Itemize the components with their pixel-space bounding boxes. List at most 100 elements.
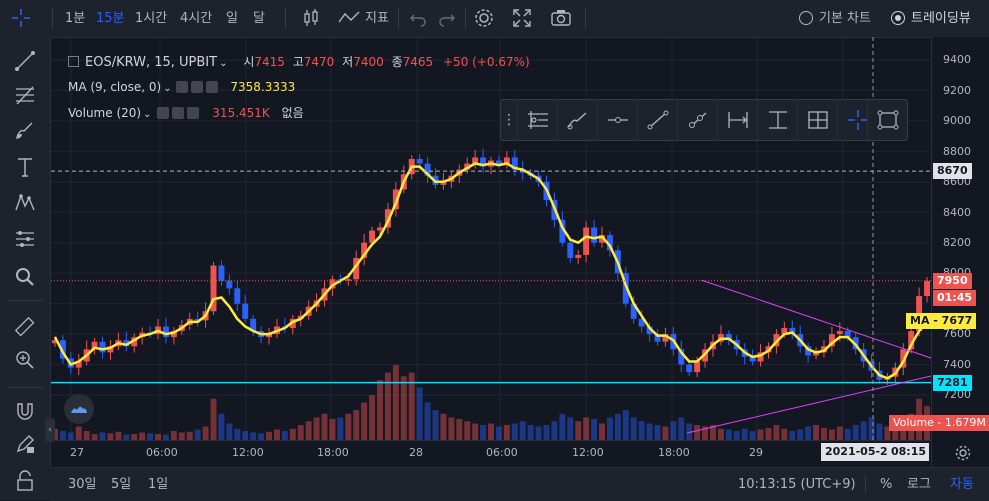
candle-body: [495, 160, 502, 164]
close-icon[interactable]: [187, 107, 200, 119]
brush-tool-icon[interactable]: [557, 100, 598, 140]
zoom-icon[interactable]: [10, 263, 40, 291]
rectangle-tool-icon[interactable]: [867, 100, 908, 140]
gear-icon[interactable]: [172, 107, 185, 119]
range-5d[interactable]: 5일: [111, 477, 132, 492]
volume-bar: [75, 426, 82, 440]
ma-label[interactable]: MA (9, close, 0): [68, 80, 162, 94]
price-chart[interactable]: [51, 37, 989, 467]
interval-1h[interactable]: 1시간: [135, 11, 168, 26]
drag-handle-icon[interactable]: ⋮: [502, 112, 516, 128]
undo-icon[interactable]: [403, 4, 433, 32]
symbol-legend: EOS/KRW, 15, UPBIT ⌄ 시7415 고7470 저7400 종7…: [68, 53, 530, 70]
radio-basic-chart[interactable]: [799, 11, 813, 25]
low-value: 7400: [353, 55, 384, 69]
candle-body: [559, 219, 566, 243]
range-1d[interactable]: 1일: [148, 477, 169, 492]
date-price-range-tool-icon[interactable]: [797, 100, 838, 140]
collapse-handle[interactable]: ‹: [45, 418, 55, 442]
price-tick: 7600: [943, 327, 971, 340]
gear-icon[interactable]: [190, 81, 203, 93]
volume-bar: [123, 434, 130, 440]
gear-icon[interactable]: [469, 4, 499, 32]
ruler-icon[interactable]: [10, 313, 40, 341]
candle-body: [472, 157, 479, 164]
ray-tool-icon[interactable]: [677, 100, 718, 140]
volume-bar: [155, 434, 161, 440]
candle-body: [416, 158, 423, 164]
volume-bar: [472, 423, 479, 440]
zoom-in-icon[interactable]: [10, 346, 40, 374]
candle-body: [757, 352, 764, 362]
volume-bar: [717, 428, 724, 440]
time-axis[interactable]: [51, 440, 931, 468]
volume-bar: [115, 431, 122, 440]
candlestick-icon[interactable]: [296, 4, 326, 32]
lock-icon[interactable]: [10, 467, 40, 495]
gear-icon[interactable]: [954, 444, 972, 462]
log-toggle[interactable]: 로그: [907, 477, 931, 492]
eye-icon[interactable]: [175, 81, 188, 93]
magnet-icon[interactable]: [10, 397, 40, 425]
trendline-tool-icon[interactable]: [637, 100, 678, 140]
tradingview-label[interactable]: 트레이딩뷰: [911, 11, 971, 26]
text-icon[interactable]: [10, 153, 40, 181]
volume-bar: [606, 417, 613, 440]
interval-4h[interactable]: 4시간: [180, 11, 213, 26]
pattern-icon[interactable]: [10, 189, 40, 217]
candle-body: [591, 227, 598, 243]
pencil-lock-icon[interactable]: [10, 430, 40, 458]
symbol-label[interactable]: EOS/KRW, 15, UPBIT: [85, 55, 218, 70]
horizontal-line-tool-icon[interactable]: [597, 100, 638, 140]
interval-day[interactable]: 일: [226, 11, 238, 26]
date-range-tool-icon[interactable]: [717, 100, 758, 140]
fullscreen-icon[interactable]: [507, 4, 537, 32]
interval-1m[interactable]: 1분: [65, 11, 86, 26]
volume-bar: [670, 421, 677, 440]
parallel-channel-icon[interactable]: [517, 100, 558, 140]
basic-chart-label[interactable]: 기본 차트: [819, 11, 871, 26]
indicators-button[interactable]: 지표: [365, 11, 389, 26]
volume-bar: [622, 410, 629, 440]
redo-icon[interactable]: [432, 4, 462, 32]
chart-area[interactable]: [51, 37, 989, 467]
trendline-icon[interactable]: [10, 47, 40, 75]
volume-bar: [361, 402, 368, 440]
close-icon[interactable]: [205, 81, 218, 93]
volume-bar: [313, 417, 320, 440]
open-label: 시: [243, 55, 255, 69]
volume-bar: [828, 429, 835, 440]
volume-bar: [765, 428, 772, 440]
ma-legend: MA (9, close, 0) ⌄ 7358.3333: [68, 80, 295, 94]
divider: [285, 8, 286, 29]
volume-bar: [281, 431, 288, 440]
crosshair-tool-icon[interactable]: [837, 100, 878, 140]
fib-icon[interactable]: [10, 82, 40, 110]
chevron-down-icon[interactable]: ⌄: [143, 109, 152, 120]
interval-month[interactable]: 달: [253, 11, 265, 26]
auto-toggle[interactable]: 자동: [950, 477, 974, 492]
chevron-down-icon[interactable]: ⌄: [219, 58, 228, 69]
chevron-down-icon[interactable]: ⌄: [163, 83, 172, 94]
candle-body: [836, 331, 843, 335]
volume-bar: [400, 376, 407, 440]
radio-tradingview[interactable]: [891, 11, 905, 25]
clock-label[interactable]: 10:13:15 (UTC+9): [738, 477, 856, 492]
range-30d[interactable]: 30일: [68, 477, 97, 492]
price-axis[interactable]: [931, 37, 989, 467]
indicators-icon[interactable]: [334, 4, 364, 32]
interval-15m[interactable]: 15분: [96, 11, 125, 26]
volume-bar: [614, 413, 621, 440]
price-range-tool-icon[interactable]: [757, 100, 798, 140]
volume-bar: [147, 433, 154, 440]
crosshair-icon[interactable]: [6, 4, 36, 32]
collapse-legend-icon[interactable]: [68, 56, 79, 67]
camera-icon[interactable]: [546, 4, 576, 32]
divider: [8, 387, 42, 388]
eye-icon[interactable]: [157, 107, 170, 119]
volume-label[interactable]: Volume (20): [68, 106, 142, 120]
prediction-icon[interactable]: [10, 225, 40, 253]
brush-icon[interactable]: [10, 116, 40, 144]
percent-toggle[interactable]: %: [880, 477, 893, 492]
candle-body: [575, 254, 582, 258]
